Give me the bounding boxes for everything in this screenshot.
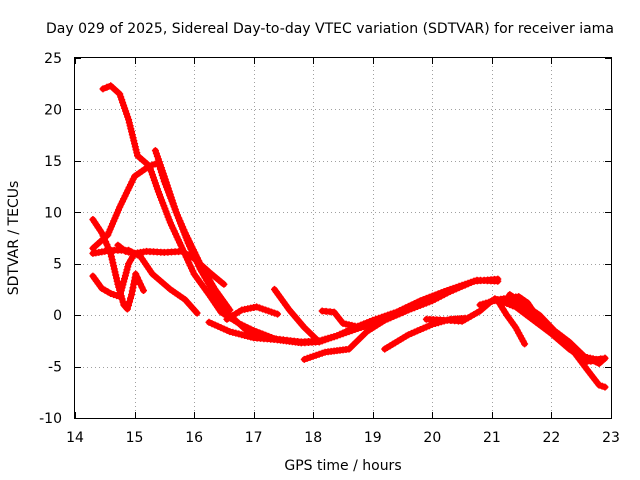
axis-ticks: 14 15 16 17 18 19 20 21 22 23 -10 -5 0 5 10 15 20 25 [39, 51, 620, 446]
x-tick-label: 18 [304, 430, 322, 446]
x-tick-label: 23 [602, 430, 620, 446]
x-tick-label: 16 [185, 430, 203, 446]
data-point [135, 277, 143, 285]
series-track-4 [89, 216, 147, 313]
series-line [89, 247, 201, 317]
data-series [89, 82, 609, 391]
series-track-8 [223, 303, 281, 323]
data-point [521, 340, 529, 348]
data-point [108, 256, 116, 264]
data-point [131, 249, 139, 257]
data-point [112, 271, 120, 279]
chart-title: Day 029 of 2025, Sidereal Day-to-day VTE… [46, 21, 614, 37]
data-point [274, 336, 281, 344]
data-point [113, 277, 121, 285]
data-point [387, 312, 395, 320]
data-point [132, 270, 140, 278]
series-track-9 [205, 318, 281, 344]
series-track-16 [476, 296, 609, 391]
series-line [100, 82, 388, 346]
y-axis-label: SDTVAR / TECUs [6, 181, 22, 296]
data-point [133, 273, 141, 281]
data-point [137, 280, 144, 288]
data-point [274, 310, 281, 318]
data-point [138, 283, 146, 291]
series-track-7 [151, 147, 234, 314]
data-point [193, 309, 201, 317]
series-track-6 [114, 241, 139, 257]
data-point [140, 287, 147, 294]
data-point [598, 356, 606, 364]
x-tick-label: 15 [126, 430, 144, 446]
series-track-15 [494, 297, 529, 348]
data-point [103, 83, 111, 91]
x-tick-label: 14 [66, 430, 84, 446]
data-point [123, 305, 131, 313]
data-point [220, 280, 228, 288]
data-point [110, 262, 118, 270]
series-track-12 [318, 307, 395, 331]
y-tick-label: 20 [44, 102, 62, 118]
y-tick-label: 15 [44, 154, 62, 170]
y-tick-label: 5 [53, 257, 62, 273]
series-line [477, 296, 608, 391]
data-point [494, 275, 502, 283]
data-point [99, 85, 107, 93]
data-point [125, 301, 132, 309]
series-track-10 [271, 285, 323, 346]
grid-lines [75, 58, 611, 418]
data-point [107, 253, 115, 260]
x-tick-label: 22 [543, 430, 561, 446]
y-tick-label: -10 [39, 411, 62, 427]
x-tick-label: 19 [364, 430, 382, 446]
y-tick-label: 0 [53, 308, 62, 324]
data-point [126, 298, 133, 306]
y-tick-label: 25 [44, 51, 62, 67]
data-point [601, 383, 609, 391]
plot-frame [74, 57, 612, 419]
data-point [315, 338, 323, 346]
y-tick-label: -5 [48, 360, 62, 376]
x-tick-label: 21 [483, 430, 501, 446]
x-tick-label: 17 [245, 430, 263, 446]
series-track-18 [491, 295, 606, 365]
y-tick-label: 10 [44, 205, 62, 221]
x-axis-label: GPS time / hours [284, 458, 401, 474]
data-point [226, 306, 234, 314]
data-point [127, 294, 134, 302]
x-tick-label: 20 [423, 430, 441, 446]
